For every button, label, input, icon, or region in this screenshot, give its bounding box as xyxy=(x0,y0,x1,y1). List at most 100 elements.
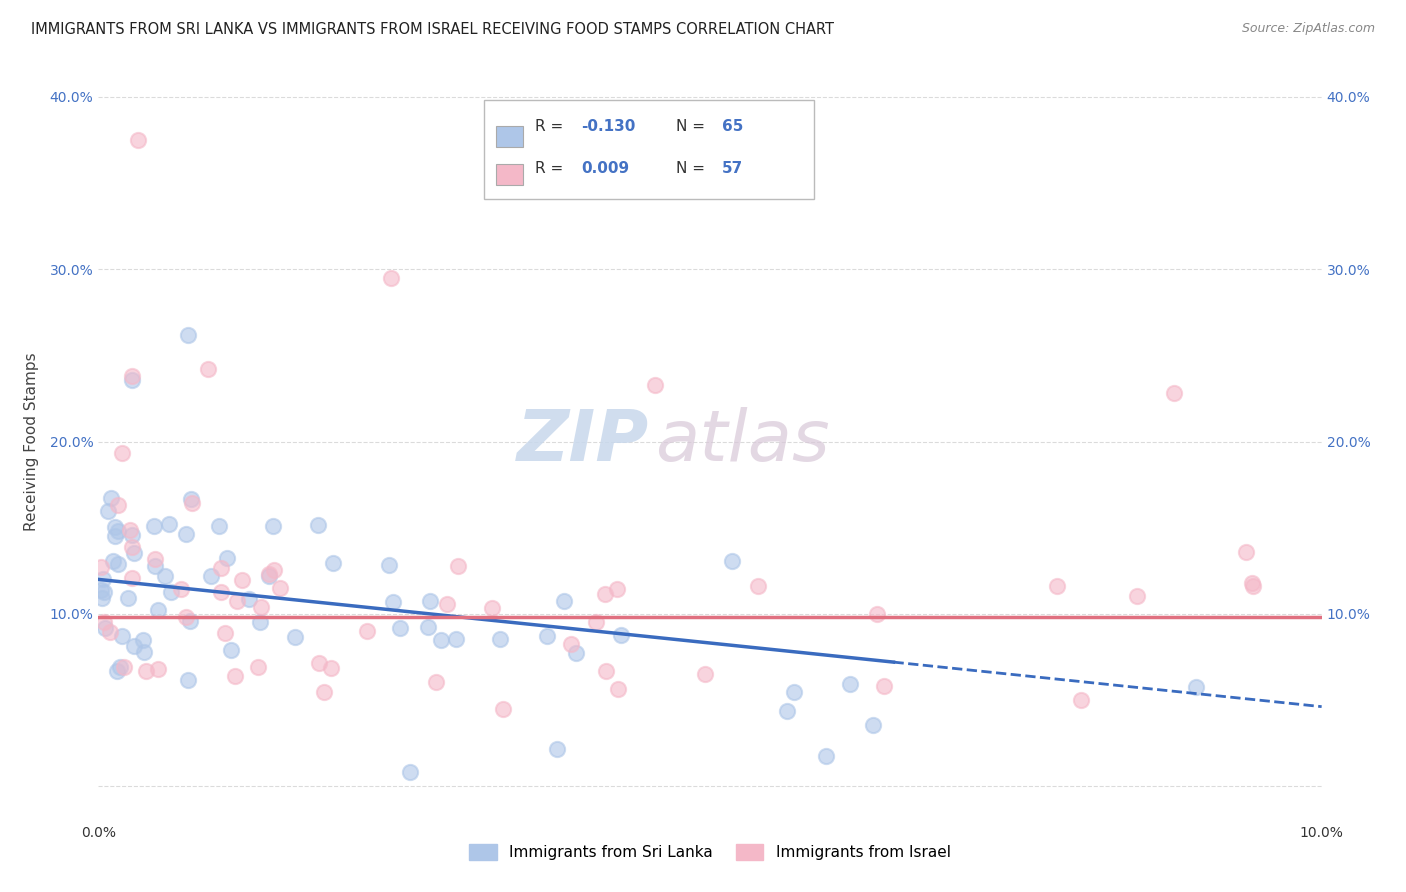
Point xyxy=(866,607,889,621)
Point xyxy=(208,518,231,533)
Point xyxy=(488,632,510,646)
Point xyxy=(118,523,141,537)
Point xyxy=(97,503,120,517)
Point xyxy=(321,661,343,675)
Point xyxy=(720,553,742,567)
Point xyxy=(180,491,202,506)
Point xyxy=(117,591,139,605)
Point xyxy=(553,593,575,607)
Point xyxy=(1185,681,1208,695)
Point xyxy=(91,572,114,586)
Point xyxy=(225,593,247,607)
Point xyxy=(177,673,200,687)
Point xyxy=(121,541,143,555)
Point xyxy=(209,585,232,599)
Point xyxy=(98,625,121,640)
Point xyxy=(307,518,329,533)
Point xyxy=(257,569,280,583)
Point xyxy=(610,628,633,642)
Point xyxy=(492,701,515,715)
Point xyxy=(181,496,204,510)
Point xyxy=(783,684,806,698)
Text: R =: R = xyxy=(536,161,568,176)
Point xyxy=(314,685,336,699)
Point xyxy=(238,591,260,606)
Point xyxy=(148,662,170,676)
Text: 65: 65 xyxy=(723,120,744,135)
Point xyxy=(142,519,165,533)
Text: IMMIGRANTS FROM SRI LANKA VS IMMIGRANTS FROM ISRAEL RECEIVING FOOD STAMPS CORREL: IMMIGRANTS FROM SRI LANKA VS IMMIGRANTS … xyxy=(31,22,834,37)
Point xyxy=(560,637,582,651)
Point xyxy=(356,624,378,638)
Text: atlas: atlas xyxy=(655,407,830,476)
Point xyxy=(155,568,177,582)
Point xyxy=(100,491,122,505)
Point xyxy=(565,646,588,660)
Point xyxy=(107,524,129,538)
Point xyxy=(1046,579,1069,593)
Point xyxy=(747,579,769,593)
Point xyxy=(143,559,166,574)
Point xyxy=(94,621,117,635)
Point xyxy=(169,582,191,596)
Point xyxy=(695,666,717,681)
Point xyxy=(546,742,568,756)
Point xyxy=(536,629,558,643)
Point xyxy=(606,582,628,596)
Point xyxy=(838,676,860,690)
Point xyxy=(101,553,124,567)
Point xyxy=(179,614,201,628)
Text: N =: N = xyxy=(676,161,710,176)
Point xyxy=(132,632,155,647)
Point xyxy=(284,631,307,645)
Point xyxy=(1241,579,1264,593)
Point xyxy=(249,599,271,614)
FancyBboxPatch shape xyxy=(496,126,523,147)
Point xyxy=(862,717,884,731)
Point xyxy=(174,527,197,541)
Point xyxy=(104,528,127,542)
Text: Source: ZipAtlas.com: Source: ZipAtlas.com xyxy=(1241,22,1375,36)
Point xyxy=(388,621,411,635)
Text: 0.009: 0.009 xyxy=(582,161,630,176)
Point xyxy=(93,615,115,629)
Point xyxy=(122,546,145,560)
Point xyxy=(815,749,838,764)
Point xyxy=(322,556,344,570)
Point xyxy=(157,516,180,531)
Point xyxy=(112,659,135,673)
Point xyxy=(308,656,330,670)
Point xyxy=(269,581,291,595)
Point xyxy=(1126,589,1149,603)
Point xyxy=(121,571,143,585)
Point xyxy=(122,639,145,653)
Point xyxy=(214,626,236,640)
Point xyxy=(134,645,156,659)
Text: R =: R = xyxy=(536,120,568,135)
Point xyxy=(111,446,134,460)
Point xyxy=(249,615,271,629)
Point xyxy=(111,629,134,643)
Point xyxy=(174,609,197,624)
Point xyxy=(197,362,219,376)
Point xyxy=(121,372,143,386)
Point xyxy=(593,587,616,601)
Point xyxy=(107,557,129,571)
Point xyxy=(644,378,666,392)
Point xyxy=(246,660,269,674)
Point xyxy=(90,583,112,598)
Point xyxy=(585,615,607,629)
Point xyxy=(259,567,281,582)
Text: 57: 57 xyxy=(723,161,744,176)
Point xyxy=(430,632,453,647)
Text: ZIP: ZIP xyxy=(516,407,648,476)
Text: -0.130: -0.130 xyxy=(582,120,636,135)
Point xyxy=(481,601,503,615)
Point xyxy=(224,669,246,683)
Point xyxy=(399,764,422,779)
FancyBboxPatch shape xyxy=(484,101,814,199)
Point xyxy=(1234,545,1257,559)
Point xyxy=(444,632,467,646)
Point xyxy=(217,550,239,565)
Point xyxy=(419,594,441,608)
